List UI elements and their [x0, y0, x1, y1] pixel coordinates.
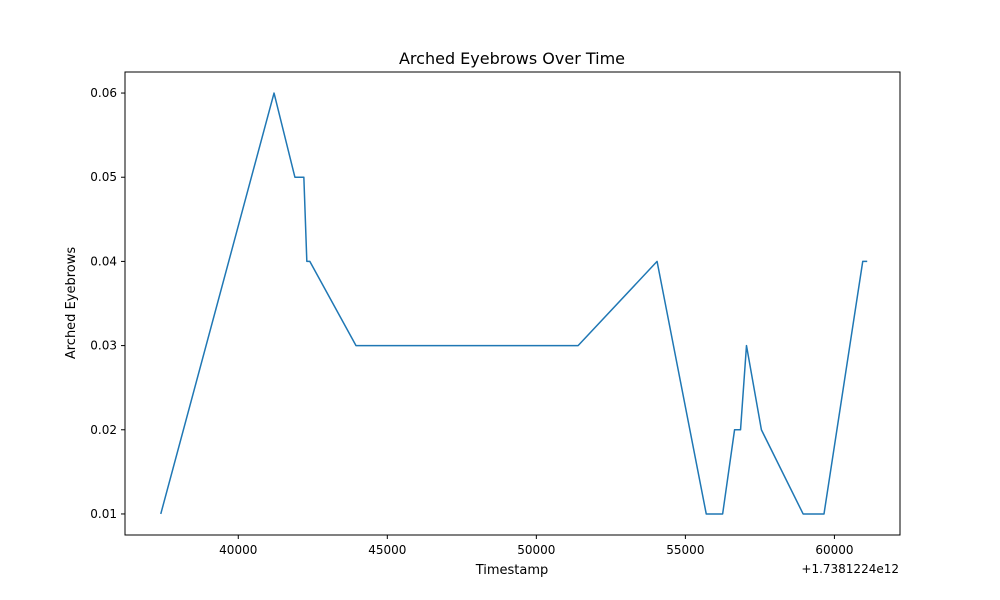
y-tick-label: 0.02 [90, 423, 117, 437]
y-tick-label: 0.03 [90, 339, 117, 353]
x-offset-label: +1.7381224e12 [801, 562, 899, 576]
y-tick-label: 0.04 [90, 254, 117, 268]
x-tick-label: 40000 [219, 543, 257, 557]
y-axis: 0.01 0.02 0.03 0.04 0.05 0.06 [90, 86, 125, 521]
x-tick-label: 60000 [815, 543, 853, 557]
y-tick-label: 0.06 [90, 86, 117, 100]
x-tick-label: 45000 [368, 543, 406, 557]
y-tick-label: 0.05 [90, 170, 117, 184]
chart-title: Arched Eyebrows Over Time [399, 49, 625, 68]
x-axis-label: Timestamp [475, 563, 549, 578]
series-line-0 [160, 92, 868, 515]
x-tick-label: 55000 [666, 543, 704, 557]
plot-area [160, 92, 868, 515]
x-tick-label: 50000 [517, 543, 555, 557]
plot-frame [124, 71, 901, 536]
y-tick-label: 0.01 [90, 507, 117, 521]
x-axis: 40000 45000 50000 55000 60000 [219, 535, 854, 557]
y-axis-label: Arched Eyebrows [64, 247, 79, 360]
